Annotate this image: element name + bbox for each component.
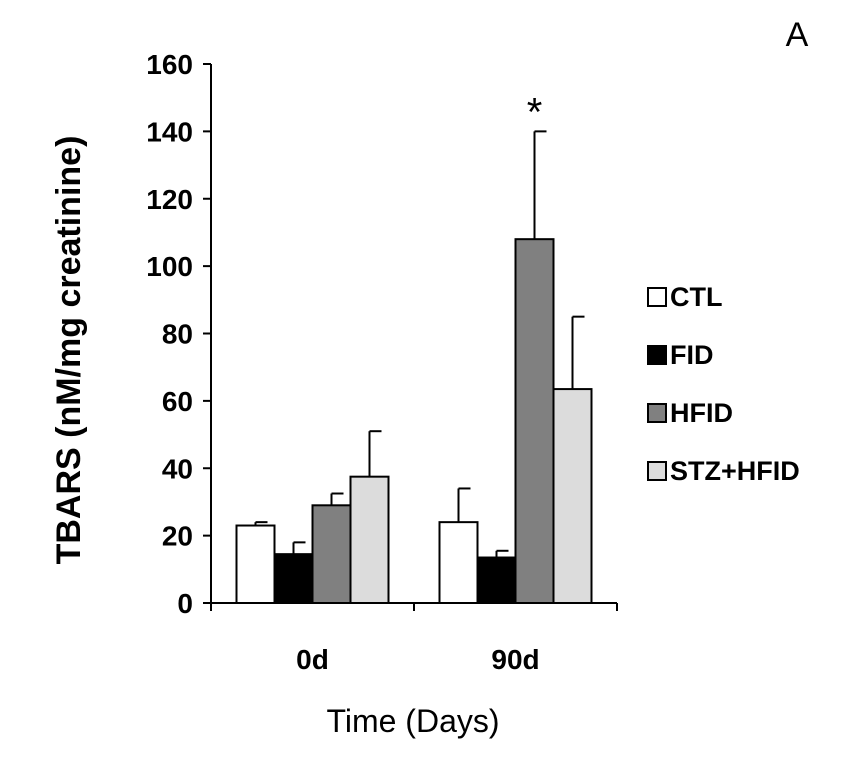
legend-label-ctl: CTL <box>670 282 722 312</box>
y-tick-label: 0 <box>177 588 193 619</box>
legend-swatch-stz-hfid <box>647 461 667 481</box>
y-tick-label: 160 <box>146 49 193 80</box>
bar-hfid-90d <box>514 238 555 605</box>
x-tick-label: 0d <box>296 644 329 675</box>
bar-stz-hfid-90d <box>552 388 593 604</box>
legend-label-fid: FID <box>670 340 714 370</box>
bar-fid-90d <box>476 556 517 604</box>
bars-group <box>235 238 593 605</box>
legend-swatch-ctl <box>647 287 667 307</box>
panel-label: A <box>786 16 809 54</box>
error-bars-group: * <box>254 90 585 558</box>
legend-label-stz-hfid: STZ+HFID <box>670 456 800 486</box>
bar-hfid-0d <box>311 504 352 604</box>
significance-marker: * <box>527 90 543 134</box>
bar-ctl-90d <box>438 521 479 605</box>
y-tick-label: 100 <box>146 251 193 282</box>
y-tick-label: 140 <box>146 116 193 147</box>
legend-swatch-fid <box>647 345 667 365</box>
y-tick-label: 120 <box>146 184 193 215</box>
x-axis-title: Time (Days) <box>326 703 499 739</box>
y-tick-label: 20 <box>162 521 193 552</box>
legend-swatch-hfid <box>647 403 667 423</box>
legend-label-hfid: HFID <box>670 398 733 428</box>
y-axis-title: TBARS (nM/mg creatinine) <box>50 136 88 565</box>
legend: CTL FID HFID STZ+HFID <box>647 282 800 486</box>
y-tick-label: 40 <box>162 453 193 484</box>
y-tick-label: 80 <box>162 319 193 350</box>
x-tick-label: 90d <box>491 644 539 675</box>
bar-stz-hfid-0d <box>349 475 390 604</box>
axes-group: 0 20 40 60 80 100 120 140 160 0d 90d <box>146 49 618 675</box>
bar-ctl-0d <box>235 524 276 604</box>
bar-fid-0d <box>273 553 314 605</box>
y-tick-label: 60 <box>162 386 193 417</box>
